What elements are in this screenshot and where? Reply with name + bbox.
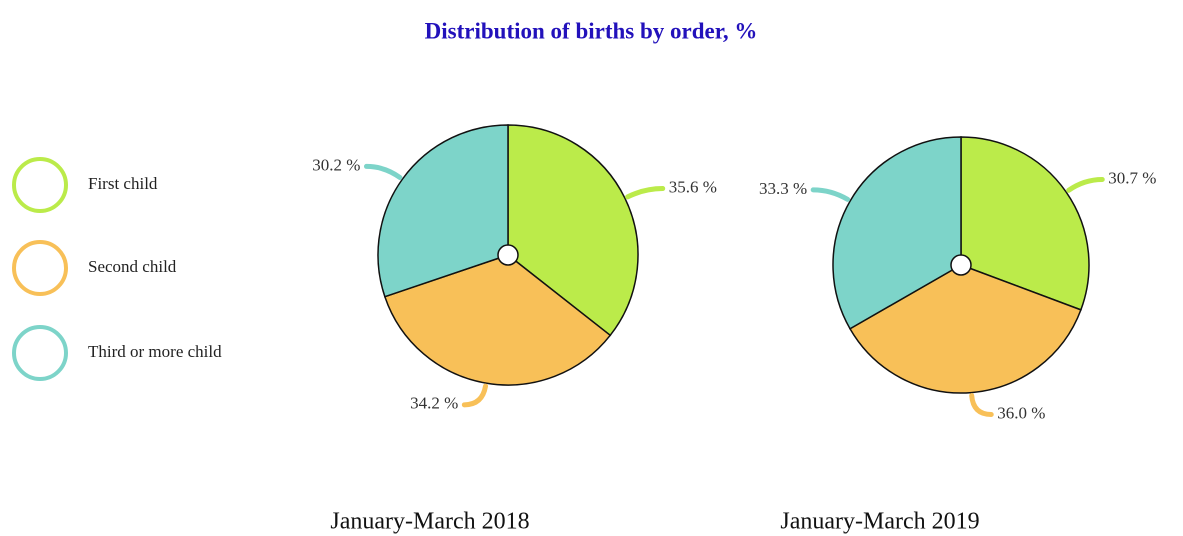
legend-label: Third or more child: [88, 342, 222, 361]
legend-swatch: [12, 157, 68, 213]
chart-caption: January-March 2018: [330, 509, 529, 535]
pie-slice: [832, 136, 962, 330]
legend-swatch: [12, 240, 68, 296]
data-label: 33.3 %: [759, 179, 807, 198]
legend-label: First child: [88, 174, 158, 193]
page-title: Distribution of births by order, %: [425, 18, 758, 43]
pie-center: [497, 244, 519, 266]
data-label: 30.7 %: [1108, 168, 1156, 187]
leader-line: [810, 187, 851, 202]
chart-caption: January-March 2019: [780, 509, 979, 535]
pie-slice: [377, 124, 509, 298]
leader-line: [969, 393, 994, 417]
pie-center: [950, 254, 972, 276]
leader-line: [461, 383, 489, 408]
pie-slice: [383, 254, 612, 386]
leader-line: [363, 163, 403, 181]
data-label: 34.2 %: [410, 394, 458, 413]
legend-label: Second child: [88, 257, 177, 276]
leader-line: [1066, 177, 1105, 193]
pie-slice: [507, 124, 639, 337]
data-label: 35.6 %: [669, 177, 717, 196]
leader-line: [625, 186, 666, 200]
pie-slice: [848, 264, 1082, 394]
data-label: 36.0 %: [997, 403, 1045, 422]
data-label: 30.2 %: [312, 155, 360, 174]
legend-swatch: [12, 325, 68, 381]
pie-slice: [960, 136, 1090, 311]
